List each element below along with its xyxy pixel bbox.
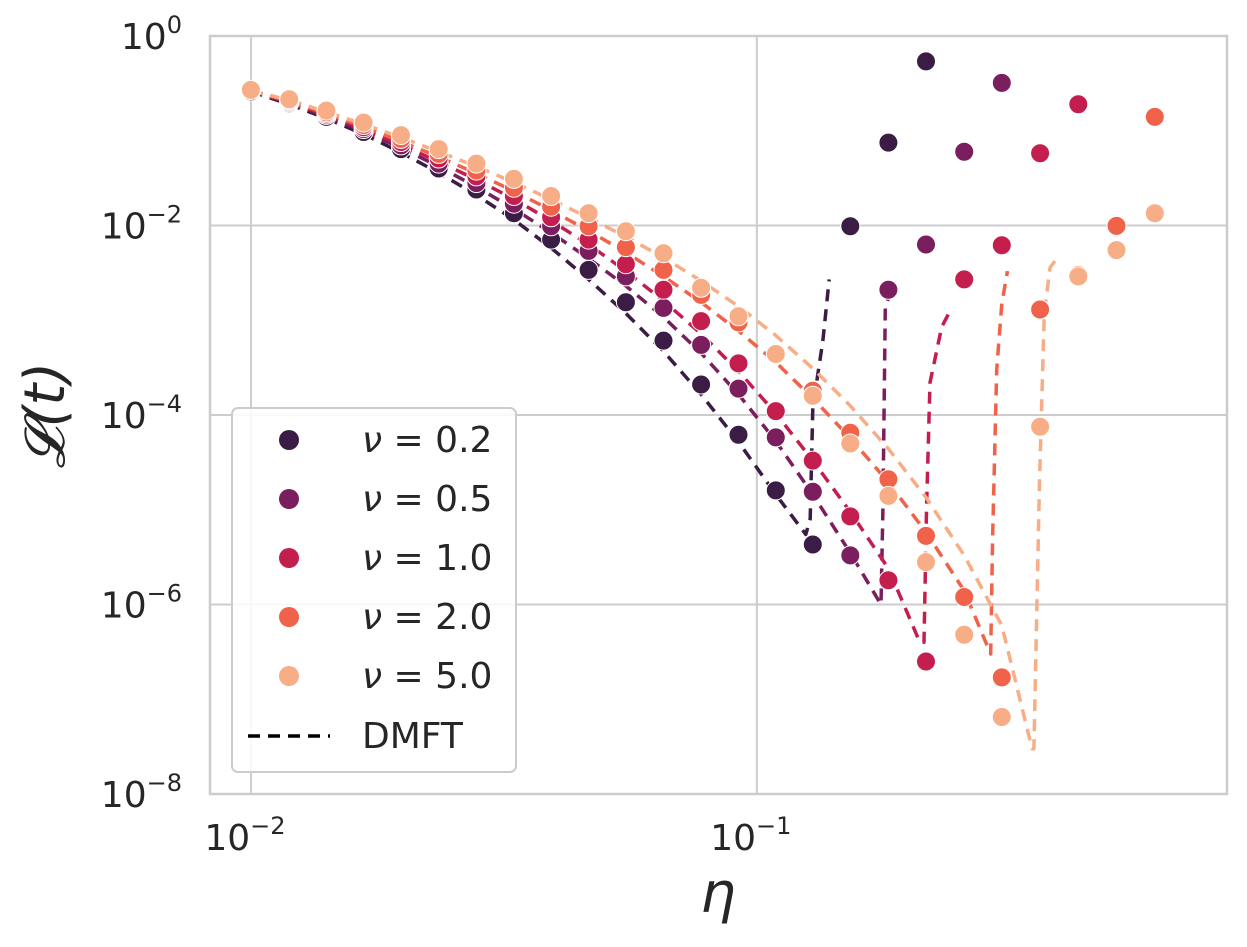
legend-label: ν = 1.0 <box>362 538 492 579</box>
data-point-series-2 <box>991 235 1012 256</box>
data-point-series-2 <box>615 254 636 275</box>
data-point-series-2 <box>916 651 936 672</box>
y-tick-label: 10−2 <box>101 201 182 248</box>
data-point-series-4 <box>279 89 300 110</box>
data-point-series-4 <box>840 433 861 454</box>
data-point-series-0 <box>653 330 674 351</box>
data-point-series-3 <box>1030 299 1051 320</box>
data-point-series-0 <box>728 424 749 445</box>
data-point-series-1 <box>878 279 899 300</box>
data-point-series-1 <box>691 334 712 355</box>
x-tick-label: 10−2 <box>204 812 285 859</box>
data-point-series-4 <box>391 125 411 146</box>
data-point-series-2 <box>802 450 823 471</box>
y-tick-label: 100 <box>121 11 182 58</box>
dmft-line-series-4 <box>250 88 1059 751</box>
data-point-series-0 <box>765 480 786 501</box>
y-axis-label: 𝓛(t) <box>13 362 78 468</box>
data-point-series-4 <box>1068 266 1089 287</box>
data-point-series-1 <box>653 297 674 318</box>
data-point-series-0 <box>691 374 712 395</box>
x-axis-label: η <box>700 861 736 926</box>
data-point-series-1 <box>802 481 823 502</box>
dmft-line-series-3 <box>250 88 1010 656</box>
data-point-series-4 <box>802 385 823 406</box>
data-point-series-4 <box>765 344 786 364</box>
legend: ν = 0.2 ν = 0.5 ν = 1.0 ν = 2.0 ν = 5.0 DMFT <box>231 407 517 773</box>
data-point-series-2 <box>691 311 712 332</box>
data-point-series-4 <box>615 221 636 242</box>
data-point-series-3 <box>991 667 1012 688</box>
legend-marker <box>279 666 299 686</box>
data-point-series-1 <box>840 545 861 566</box>
data-point-series-2 <box>878 570 899 591</box>
data-point-series-4 <box>578 203 599 224</box>
data-point-series-0 <box>840 216 861 237</box>
y-tick-label: 10−6 <box>101 580 182 627</box>
plot-frame <box>208 34 1229 796</box>
data-point-series-2 <box>765 401 786 422</box>
data-point-series-2 <box>1030 143 1051 164</box>
dmft-line-series-2 <box>250 88 951 644</box>
data-point-series-1 <box>916 234 936 255</box>
data-point-series-1 <box>991 72 1012 93</box>
legend-dmft-label: DMFT <box>362 716 464 757</box>
legend-entries: ν = 0.2 ν = 0.5 ν = 1.0 ν = 2.0 ν = 5.0 <box>279 420 492 697</box>
legend-marker <box>279 430 299 450</box>
data-point-series-0 <box>916 51 936 72</box>
data-point-series-1 <box>954 141 975 162</box>
legend-label: ν = 5.0 <box>362 656 492 697</box>
data-point-series-4 <box>240 79 261 100</box>
data-point-series-2 <box>954 269 975 290</box>
data-points <box>240 51 1165 727</box>
data-point-series-4 <box>916 552 936 573</box>
data-point-series-3 <box>916 525 936 546</box>
legend-label: ν = 0.2 <box>362 420 492 461</box>
data-point-series-2 <box>728 353 749 374</box>
data-point-series-4 <box>653 243 674 264</box>
data-point-series-3 <box>954 587 975 607</box>
y-tick-label: 10−8 <box>101 769 182 816</box>
data-point-series-4 <box>353 112 374 133</box>
data-point-series-4 <box>954 624 975 645</box>
legend-label: ν = 0.5 <box>362 479 492 520</box>
data-point-series-1 <box>765 427 786 448</box>
data-point-series-4 <box>428 139 449 160</box>
x-tick-label: 10−1 <box>710 812 791 859</box>
data-point-series-0 <box>578 259 599 280</box>
data-point-series-3 <box>1106 215 1127 236</box>
data-point-series-4 <box>1144 203 1165 224</box>
legend-label: ν = 2.0 <box>362 597 492 638</box>
data-point-series-3 <box>878 469 899 490</box>
data-point-series-0 <box>802 534 823 555</box>
data-point-series-0 <box>878 132 899 153</box>
legend-marker <box>279 607 299 627</box>
data-point-series-4 <box>541 186 562 206</box>
data-point-series-4 <box>691 277 712 298</box>
data-point-series-3 <box>653 259 674 280</box>
data-point-series-4 <box>878 485 899 506</box>
data-point-series-0 <box>615 292 636 313</box>
data-point-series-4 <box>316 100 337 121</box>
data-point-series-4 <box>503 168 524 189</box>
legend-marker <box>279 548 299 568</box>
data-point-series-2 <box>653 279 674 300</box>
data-point-series-3 <box>1144 106 1165 127</box>
data-point-series-2 <box>840 506 861 527</box>
data-point-series-4 <box>1030 416 1051 437</box>
data-point-series-4 <box>1106 240 1127 261</box>
data-point-series-1 <box>728 378 749 399</box>
y-tick-label: 10−4 <box>101 390 182 437</box>
data-point-series-2 <box>1068 94 1089 115</box>
tick-labels: 10−2 10−1 100 10−2 10−4 10−6 10−8 <box>101 11 792 859</box>
data-point-series-4 <box>466 153 487 174</box>
legend-marker <box>279 489 299 509</box>
legend-frame <box>231 407 517 773</box>
data-point-series-4 <box>991 707 1012 727</box>
data-point-series-4 <box>728 306 749 327</box>
